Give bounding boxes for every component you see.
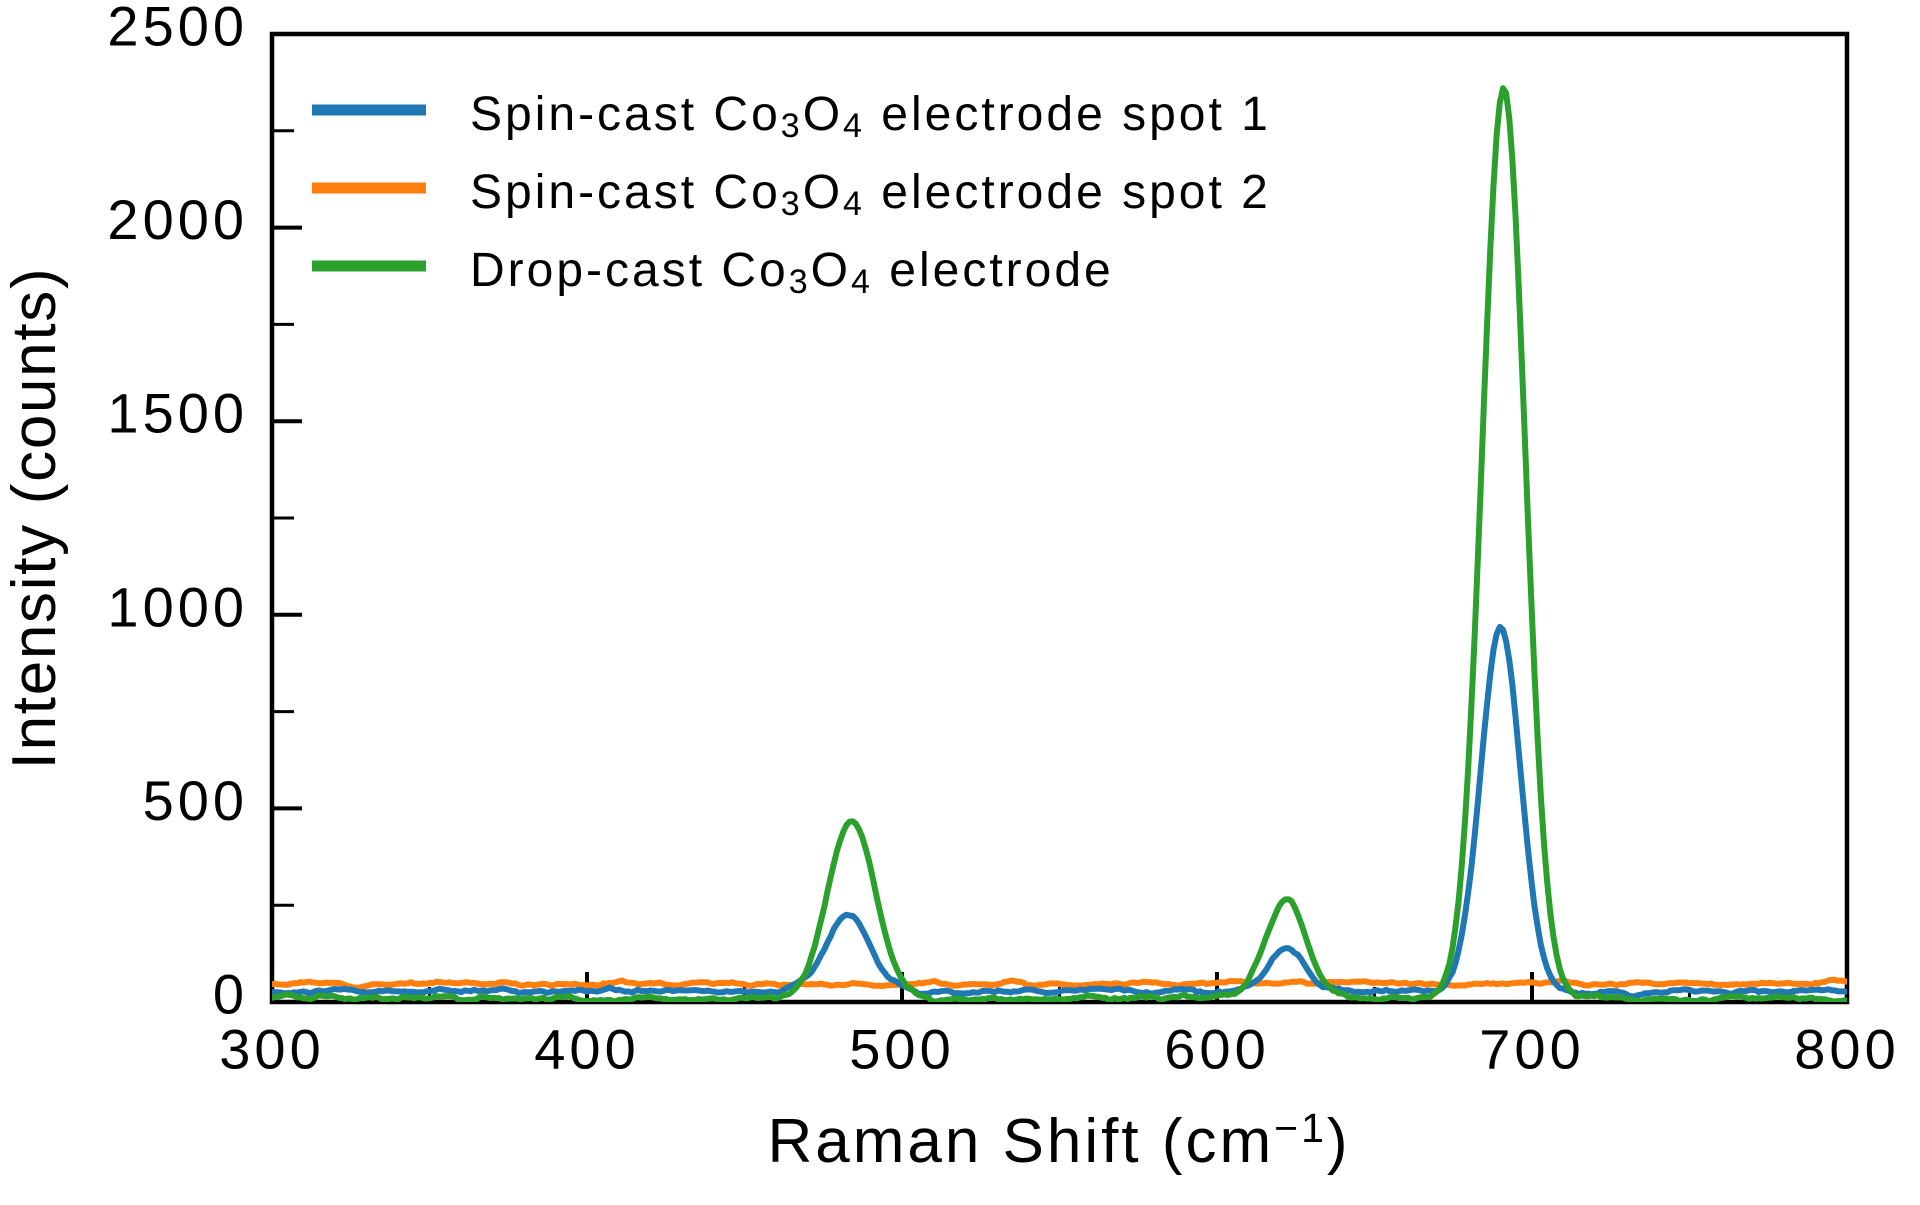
svg-text:500: 500 [849,1017,954,1080]
svg-text:Raman Shift (cm−1): Raman Shift (cm−1) [767,1105,1350,1177]
svg-text:Spin-cast Co3O4 electrode spot: Spin-cast Co3O4 electrode spot 1 [470,88,1271,145]
svg-text:0: 0 [213,963,248,1026]
svg-text:300: 300 [219,1017,324,1080]
svg-text:400: 400 [534,1017,639,1080]
svg-text:600: 600 [1164,1017,1269,1080]
svg-text:500: 500 [143,769,248,832]
svg-text:800: 800 [1794,1017,1899,1080]
svg-text:1500: 1500 [107,382,248,445]
svg-text:Drop-cast Co3O4 electrode: Drop-cast Co3O4 electrode [470,244,1114,301]
svg-text:1000: 1000 [107,575,248,638]
svg-text:Spin-cast Co3O4 electrode spot: Spin-cast Co3O4 electrode spot 2 [470,166,1271,223]
svg-text:2500: 2500 [107,0,248,58]
svg-text:Intensity (counts): Intensity (counts) [0,267,69,770]
svg-text:2000: 2000 [107,188,248,251]
svg-text:700: 700 [1479,1017,1584,1080]
